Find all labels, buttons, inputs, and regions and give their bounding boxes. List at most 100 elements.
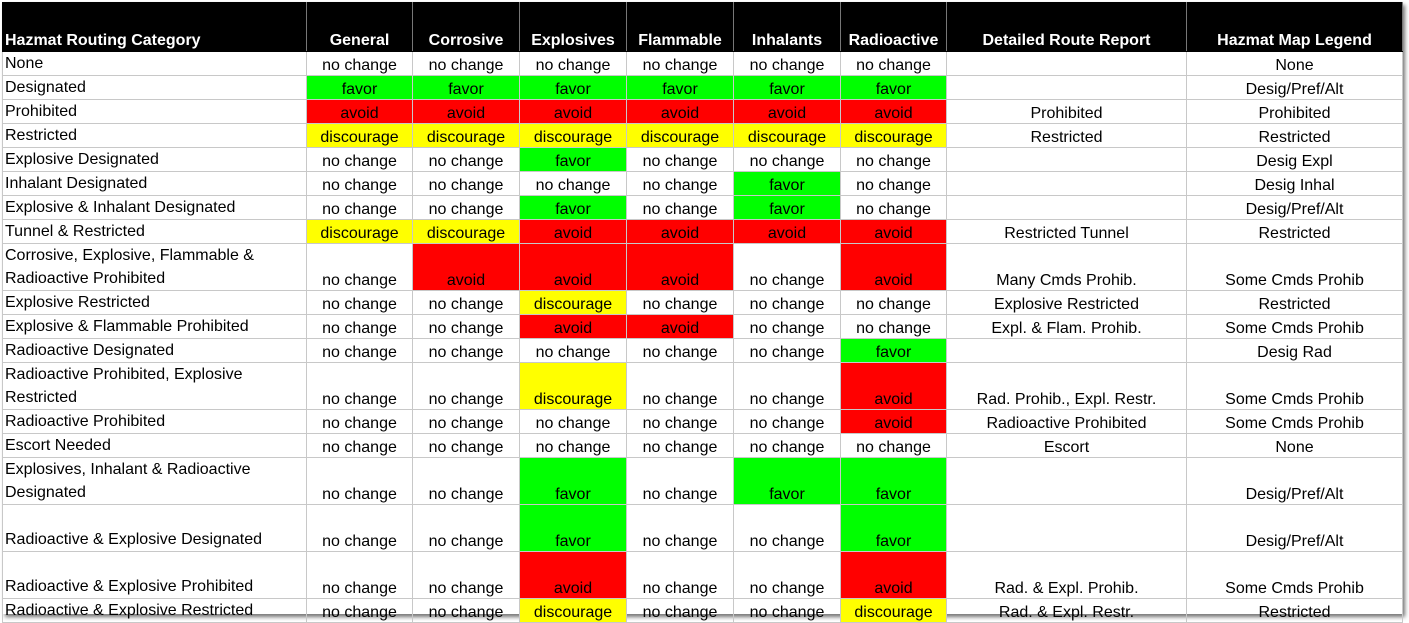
commodity-cell[interactable]: avoid [626,314,734,339]
map-legend-cell[interactable]: Restricted [1186,290,1403,315]
commodity-cell[interactable]: no change [306,433,413,458]
category-cell[interactable]: Corrosive, Explosive, Flammable & Radioa… [2,243,307,291]
commodity-cell[interactable]: avoid [626,99,734,124]
commodity-cell[interactable]: avoid [840,409,947,434]
commodity-cell[interactable]: no change [733,433,841,458]
commodity-cell[interactable]: discourage [306,123,413,148]
commodity-cell[interactable]: no change [840,147,947,172]
header-inhalants[interactable]: Inhalants [733,2,841,52]
commodity-cell[interactable]: avoid [306,99,413,124]
map-legend-cell[interactable]: Restricted [1186,123,1403,148]
commodity-cell[interactable]: no change [733,314,841,339]
map-legend-cell[interactable]: Desig/Pref/Alt [1186,195,1403,220]
category-cell[interactable]: None [2,51,307,76]
commodity-cell[interactable]: no change [412,314,520,339]
commodity-cell[interactable]: no change [306,147,413,172]
header-corrosive[interactable]: Corrosive [412,2,520,52]
route-report-cell[interactable] [946,51,1187,76]
commodity-cell[interactable]: favor [840,75,947,100]
commodity-cell[interactable]: no change [519,433,627,458]
commodity-cell[interactable]: no change [412,147,520,172]
header-explosives[interactable]: Explosives [519,2,627,52]
commodity-cell[interactable]: avoid [519,243,627,291]
commodity-cell[interactable]: no change [626,551,734,599]
category-cell[interactable]: Explosive Restricted [2,290,307,315]
category-cell[interactable]: Radioactive & Explosive Prohibited [2,551,307,599]
commodity-cell[interactable]: no change [306,243,413,291]
commodity-cell[interactable]: no change [306,598,413,623]
commodity-cell[interactable]: avoid [733,99,841,124]
commodity-cell[interactable]: discourage [840,598,947,623]
commodity-cell[interactable]: no change [626,362,734,410]
commodity-cell[interactable]: no change [412,433,520,458]
commodity-cell[interactable]: no change [733,362,841,410]
category-cell[interactable]: Escort Needed [2,433,307,458]
commodity-cell[interactable]: no change [626,51,734,76]
commodity-cell[interactable]: no change [412,551,520,599]
commodity-cell[interactable]: discourage [626,123,734,148]
route-report-cell[interactable] [946,504,1187,552]
header-hazmat-map-legend[interactable]: Hazmat Map Legend [1186,2,1403,52]
route-report-cell[interactable]: Prohibited [946,99,1187,124]
route-report-cell[interactable]: Restricted [946,123,1187,148]
commodity-cell[interactable]: avoid [626,219,734,244]
commodity-cell[interactable]: discourage [412,219,520,244]
map-legend-cell[interactable]: Desig Inhal [1186,171,1403,196]
commodity-cell[interactable]: no change [306,290,413,315]
route-report-cell[interactable] [946,171,1187,196]
commodity-cell[interactable]: no change [306,314,413,339]
commodity-cell[interactable]: favor [412,75,520,100]
commodity-cell[interactable]: avoid [519,99,627,124]
commodity-cell[interactable]: no change [519,338,627,363]
commodity-cell[interactable]: no change [306,457,413,505]
commodity-cell[interactable]: no change [519,171,627,196]
commodity-cell[interactable]: no change [412,362,520,410]
commodity-cell[interactable]: no change [519,409,627,434]
category-cell[interactable]: Explosive Designated [2,147,307,172]
map-legend-cell[interactable]: Desig/Pref/Alt [1186,75,1403,100]
commodity-cell[interactable]: favor [733,457,841,505]
route-report-cell[interactable]: Restricted Tunnel [946,219,1187,244]
commodity-cell[interactable]: no change [412,338,520,363]
category-cell[interactable]: Radioactive Designated [2,338,307,363]
category-cell[interactable]: Prohibited [2,99,307,124]
commodity-cell[interactable]: discourage [519,598,627,623]
route-report-cell[interactable]: Expl. & Flam. Prohib. [946,314,1187,339]
commodity-cell[interactable]: no change [412,51,520,76]
commodity-cell[interactable]: no change [733,551,841,599]
route-report-cell[interactable]: Escort [946,433,1187,458]
commodity-cell[interactable]: no change [306,362,413,410]
header-general[interactable]: General [306,2,413,52]
commodity-cell[interactable]: no change [306,409,413,434]
commodity-cell[interactable]: no change [626,171,734,196]
commodity-cell[interactable]: avoid [840,219,947,244]
commodity-cell[interactable]: discourage [519,290,627,315]
commodity-cell[interactable]: no change [733,598,841,623]
category-cell[interactable]: Inhalant Designated [2,171,307,196]
commodity-cell[interactable]: discourage [412,123,520,148]
route-report-cell[interactable] [946,75,1187,100]
commodity-cell[interactable]: discourage [306,219,413,244]
map-legend-cell[interactable]: None [1186,433,1403,458]
commodity-cell[interactable]: no change [626,598,734,623]
commodity-cell[interactable]: favor [306,75,413,100]
commodity-cell[interactable]: no change [626,290,734,315]
commodity-cell[interactable]: favor [519,147,627,172]
category-cell[interactable]: Radioactive & Explosive Designated [2,504,307,552]
commodity-cell[interactable]: no change [733,504,841,552]
map-legend-cell[interactable]: Some Cmds Prohib [1186,551,1403,599]
commodity-cell[interactable]: no change [412,409,520,434]
commodity-cell[interactable]: no change [306,551,413,599]
commodity-cell[interactable]: favor [519,457,627,505]
category-cell[interactable]: Restricted [2,123,307,148]
commodity-cell[interactable]: avoid [840,243,947,291]
route-report-cell[interactable] [946,195,1187,220]
header-radioactive[interactable]: Radioactive [840,2,947,52]
commodity-cell[interactable]: no change [412,457,520,505]
commodity-cell[interactable]: favor [840,338,947,363]
commodity-cell[interactable]: avoid [519,314,627,339]
map-legend-cell[interactable]: Prohibited [1186,99,1403,124]
commodity-cell[interactable]: no change [412,504,520,552]
commodity-cell[interactable]: avoid [519,219,627,244]
commodity-cell[interactable]: no change [733,243,841,291]
